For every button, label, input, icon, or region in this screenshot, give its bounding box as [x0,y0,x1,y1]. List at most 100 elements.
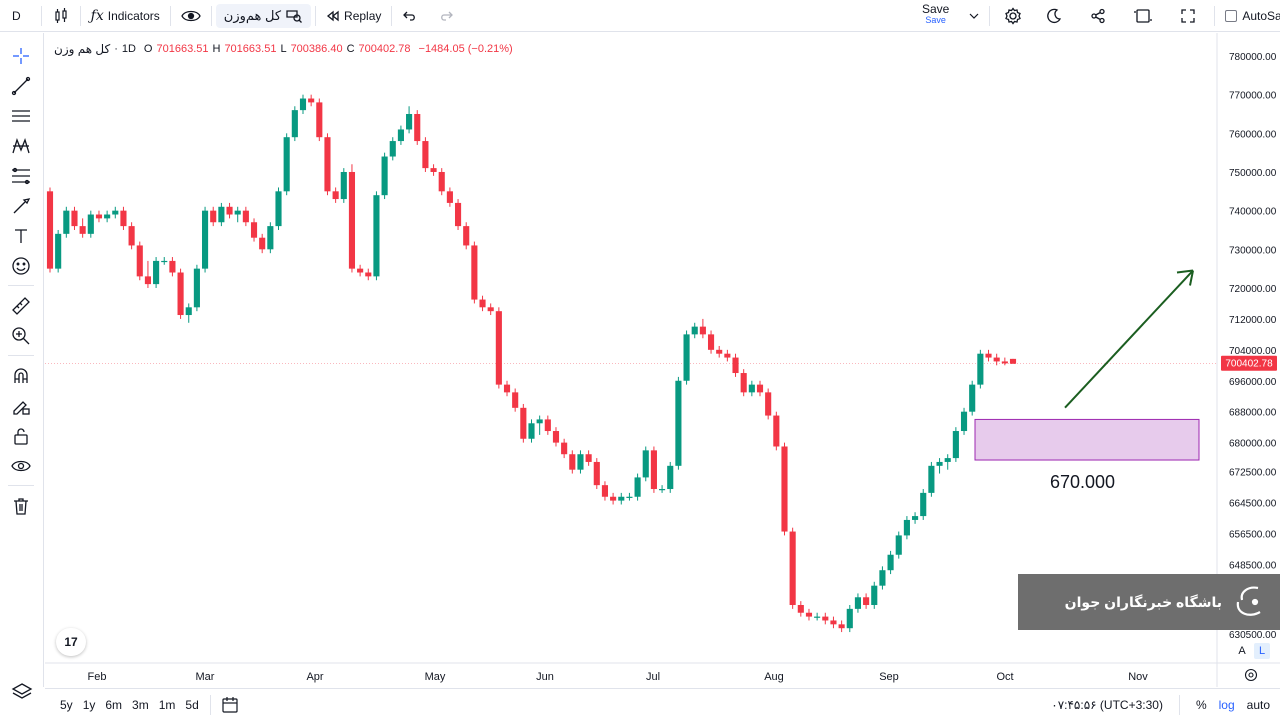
crosshair-tool[interactable] [10,45,32,67]
undo-button[interactable] [396,4,424,28]
text-tool[interactable] [10,225,32,247]
horizontal-lines-tool[interactable] [10,105,32,127]
replay-button[interactable]: Replay [320,4,387,28]
undo-icon [403,11,416,21]
candle-body [610,496,617,501]
candle-body [699,326,706,335]
fullscreen-icon [1181,9,1196,23]
trend-line-icon [11,76,31,96]
lock-drawing-tool[interactable] [10,395,32,417]
candle-body [724,353,731,358]
percent-toggle[interactable]: % [1195,698,1207,712]
candle-body [177,272,184,316]
candle-body [381,156,388,196]
range-5y[interactable]: 5y [60,697,73,712]
remove-drawings-tool[interactable] [10,495,32,517]
settings-button[interactable] [998,4,1028,28]
share-button[interactable] [1084,4,1112,28]
autosave-toggle[interactable]: AutoSave [1219,4,1280,28]
save-menu-button[interactable] [963,4,985,28]
brush-tool[interactable] [10,195,32,217]
lock-scale-button[interactable]: L [1254,643,1270,659]
candle-body [822,616,829,621]
pattern-tool[interactable] [10,135,32,157]
emoji-tool[interactable] [10,255,32,277]
fib-icon [12,167,30,185]
zoom-in-icon [12,327,30,345]
magnet-tool[interactable] [10,365,32,387]
theme-button[interactable] [1040,4,1068,28]
candle-body [561,442,568,455]
bottom-toolbar: 5y 1y 6m 3m 1m 5d ۰۷:۴۵:۵۶ (UTC+3:30) % … [45,688,1280,720]
price-tick-label: 656500.00 [1229,529,1277,540]
redo-button[interactable] [432,4,460,28]
candle-body [667,465,674,490]
candle-body [528,423,535,439]
month-tick-label: Apr [306,671,323,683]
measure-tool[interactable] [10,295,32,317]
range-3m[interactable]: 3m [132,697,149,712]
candle-body [846,608,853,629]
candle-body [144,276,151,285]
candles-icon [55,7,67,23]
autosave-checkbox[interactable] [1225,10,1238,22]
auto-scale-button[interactable]: A [1238,645,1246,657]
auto-toggle[interactable]: auto [1246,698,1270,712]
legend-change: −1484.05 (−0.21%) [418,43,513,55]
indicators-button[interactable]: ƒx Indicators [85,4,166,28]
candle-body [601,485,609,497]
candle-body [642,450,649,478]
candle-body [960,411,968,432]
month-tick-label: Oct [996,671,1013,683]
scale-settings-icon[interactable] [1244,668,1258,682]
range-6m[interactable]: 6m [105,697,123,712]
symbol-search-button[interactable]: کل هم‌وزن [215,3,312,28]
snapshot-button[interactable] [1128,4,1158,28]
candle-body [716,349,723,354]
candle-body [128,226,135,246]
range-5d[interactable]: 5d [185,697,199,712]
hide-drawings-tool[interactable] [10,455,32,477]
top-toolbar: D ƒx Indicators کل هم‌وزن Replay [0,0,1280,32]
candle-body [169,260,176,273]
toolbar-divider [210,5,212,26]
zoom-tool[interactable] [10,325,32,347]
clock-timezone[interactable]: ۰۷:۴۵:۵۶ (UTC+3:30) [1051,698,1163,712]
trend-line-tool[interactable] [10,75,32,97]
watermark: باشگاه خبرنگاران جوان [1018,574,1280,630]
candle-body [332,191,339,200]
fib-tool[interactable] [10,165,32,187]
chart-type-button[interactable] [46,4,76,28]
candle-body [732,357,739,374]
toolbar-divider [8,485,34,486]
range-1m[interactable]: 1m [158,697,176,712]
object-tree-icon[interactable] [10,680,34,704]
chart-pane[interactable]: 780000.00 770000.00 760000.00 750000.00 7400… [45,33,1280,687]
candle-body [569,454,576,470]
candle-body [55,233,62,269]
date-range-buttons: 5y 1y 6m 3m 1m 5d [55,698,204,712]
lock-all-tool[interactable] [10,425,32,447]
calendar-icon[interactable] [221,696,239,714]
visibility-button[interactable] [175,4,207,28]
price-tick-label: 740000.00 [1229,207,1277,218]
zone-annotation-text[interactable]: 670.000 [1050,472,1116,492]
tradingview-logo[interactable]: 17 [56,628,86,656]
toolbar-divider [391,5,393,26]
save-button[interactable]: Save Save [916,3,955,28]
log-toggle[interactable]: log [1218,698,1235,712]
redo-icon [441,11,454,21]
replay-icon [327,10,339,21]
candle-body [414,113,421,142]
range-1y[interactable]: 1y [82,697,96,712]
interval-button[interactable]: D [6,4,27,28]
candle-body [250,222,258,238]
candle-body [226,206,233,215]
candle-body [977,353,984,385]
candle-body [201,210,209,269]
legend-symbol-name: کل هم وزن [54,42,111,56]
last-price-badge [1221,355,1277,371]
chart-canvas[interactable]: 780000.00 770000.00 760000.00 750000.00 7400… [45,33,1280,687]
pencil-lock-icon [13,401,30,415]
fullscreen-button[interactable] [1174,4,1202,28]
